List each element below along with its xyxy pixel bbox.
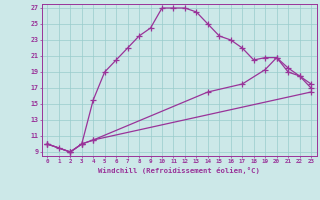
- X-axis label: Windchill (Refroidissement éolien,°C): Windchill (Refroidissement éolien,°C): [98, 167, 260, 174]
